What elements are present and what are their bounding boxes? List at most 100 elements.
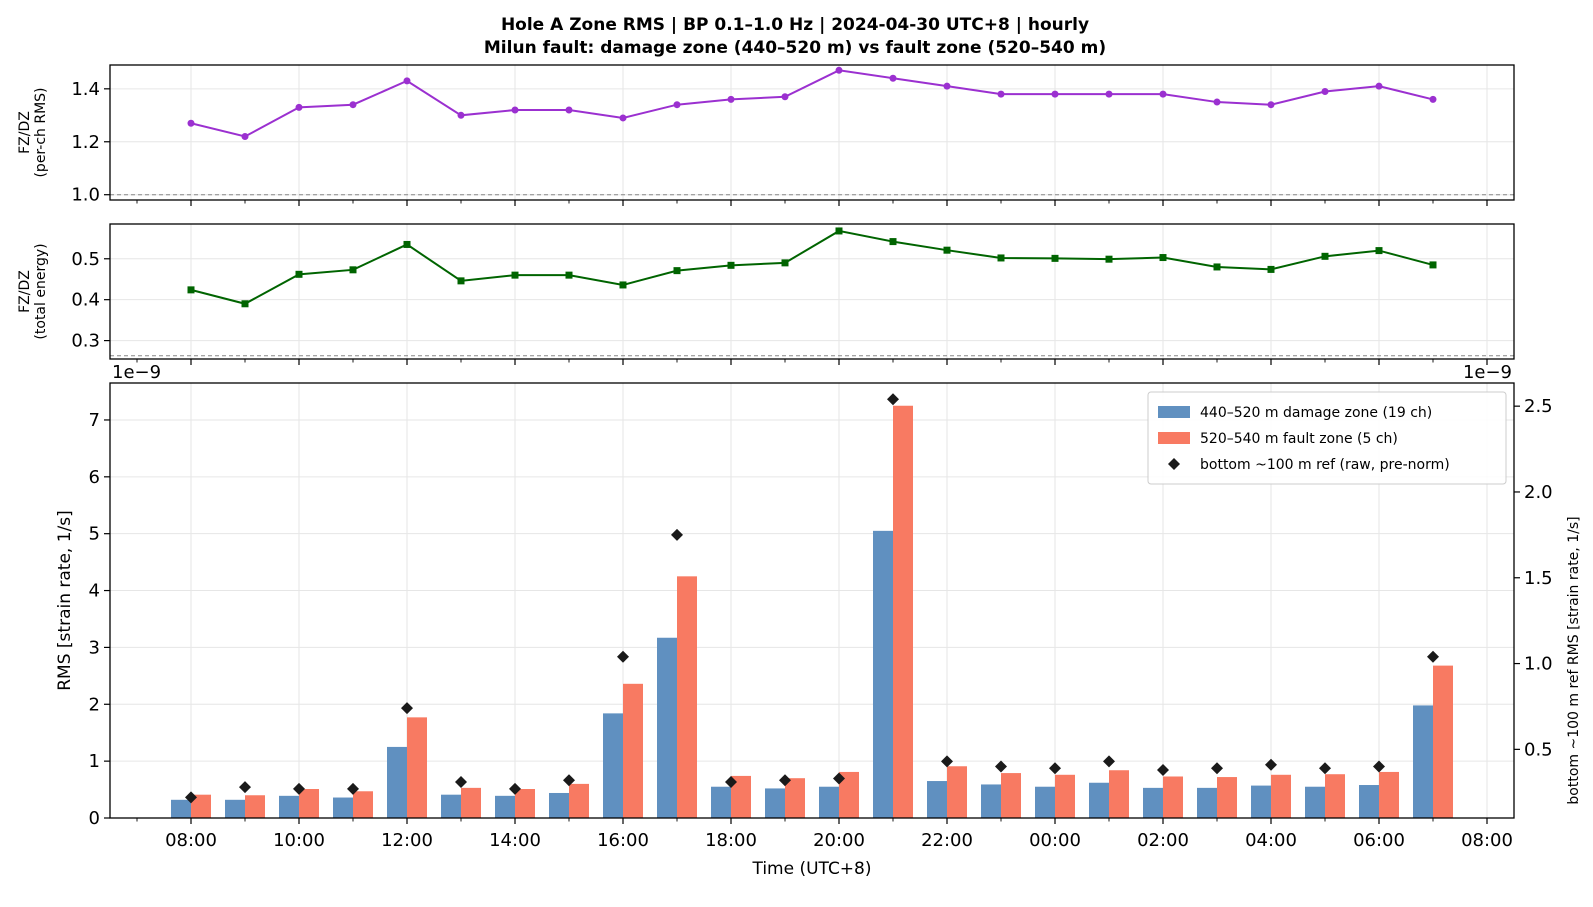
series-line xyxy=(190,69,1434,138)
ref-marker xyxy=(617,650,629,663)
y-tick-label: 2 xyxy=(89,694,100,715)
bar-damage-zone xyxy=(1251,785,1271,818)
bar-damage-zone xyxy=(549,792,569,818)
bar-damage-zone xyxy=(657,637,677,818)
bar-damage-zone xyxy=(1143,787,1163,818)
bar-damage-zone xyxy=(171,799,191,818)
x-tick-label: 02:00 xyxy=(1137,830,1189,851)
y-axis-label: RMS [strain rate, 1/s] xyxy=(55,510,75,691)
ref-marker xyxy=(1319,762,1331,775)
data-point xyxy=(997,254,1005,262)
zone-rms-bar-panel: 0 1 2 3 4 5 6 7 0.5 1.0 1.5 2.0 2.5 08:00 10:00 12:00 14… xyxy=(55,362,1582,879)
legend: 440–520 m damage zone (19 ch) 520–540 m f… xyxy=(1147,391,1507,485)
bar-fault-zone xyxy=(299,789,319,818)
series-line xyxy=(190,229,1434,305)
bar-fault-zone xyxy=(947,766,967,818)
plot-frame xyxy=(109,223,1515,360)
ratio-per-ch-rms-panel: 1.0 1.2 1.4 FZ/DZ(per-ch RMS) xyxy=(17,64,1515,206)
x-tick-label: 14:00 xyxy=(489,830,541,851)
data-point xyxy=(619,114,627,122)
data-point xyxy=(943,82,951,90)
legend-label: 440–520 m damage zone (19 ch) xyxy=(1200,405,1432,421)
ref-marker xyxy=(1373,760,1385,773)
data-point xyxy=(565,271,573,279)
bar-damage-zone xyxy=(333,797,353,818)
bar-damage-zone xyxy=(819,786,839,818)
bar-damage-zone xyxy=(765,788,785,818)
data-point xyxy=(619,281,627,289)
y-right-axis-label: bottom ~100 m ref RMS [strain rate, 1/s] xyxy=(1566,516,1582,804)
ref-marker xyxy=(185,791,197,804)
data-point xyxy=(727,261,735,269)
data-point xyxy=(565,106,573,114)
data-point xyxy=(349,101,357,109)
x-tick-label: 08:00 xyxy=(1461,830,1513,851)
bar-fault-zone xyxy=(245,795,265,818)
bar-fault-zone xyxy=(893,405,913,818)
bar-damage-zone xyxy=(441,794,461,818)
data-point xyxy=(457,111,465,119)
bar-fault-zone xyxy=(839,771,859,818)
data-point xyxy=(997,90,1005,98)
y-right-tick-label: 1.0 xyxy=(1524,654,1553,675)
bar-damage-zone xyxy=(1413,705,1433,818)
y-tick-label: 5 xyxy=(89,524,100,545)
y-right-tick-label: 1.5 xyxy=(1524,568,1553,589)
y-tick-label: 4 xyxy=(89,581,100,602)
bar-damage-zone xyxy=(711,786,731,818)
y-tick-label: 1.4 xyxy=(71,79,100,100)
bar-fault-zone xyxy=(1109,770,1129,818)
data-point xyxy=(673,267,681,275)
data-point xyxy=(1375,82,1383,90)
legend-label: 520–540 m fault zone (5 ch) xyxy=(1200,431,1398,447)
bar-fault-zone xyxy=(785,778,805,818)
data-point xyxy=(1051,254,1059,262)
bar-damage-zone xyxy=(495,795,515,818)
data-point xyxy=(1429,261,1437,269)
bar-damage-zone xyxy=(603,713,623,818)
data-point xyxy=(673,101,681,109)
data-point xyxy=(943,246,951,254)
bar-damage-zone xyxy=(927,781,947,818)
ref-marker xyxy=(995,760,1007,773)
x-tick-label: 12:00 xyxy=(381,830,433,851)
y-tick-label: 1.0 xyxy=(71,185,100,206)
bar-fault-zone xyxy=(1379,771,1399,818)
legend-box xyxy=(1147,391,1507,485)
y-tick-label: 0.3 xyxy=(71,331,100,352)
x-tick-label: 00:00 xyxy=(1029,830,1081,851)
x-tick-label: 10:00 xyxy=(273,830,325,851)
data-point xyxy=(1321,87,1329,95)
data-point xyxy=(1105,90,1113,98)
ref-marker xyxy=(509,782,521,795)
bar-damage-zone xyxy=(873,530,893,818)
data-point xyxy=(1159,254,1167,262)
bar-fault-zone xyxy=(1055,774,1075,818)
bar-fault-zone xyxy=(623,683,643,818)
data-point xyxy=(727,95,735,103)
data-point xyxy=(1267,101,1275,109)
bar-damage-zone xyxy=(1305,786,1325,818)
data-point xyxy=(1429,95,1437,103)
bar-damage-zone xyxy=(1035,786,1055,818)
data-point xyxy=(1375,247,1383,255)
data-point xyxy=(241,132,249,140)
y-tick-label: 1.2 xyxy=(71,132,100,153)
ref-marker xyxy=(671,528,683,541)
data-point xyxy=(403,77,411,85)
ref-marker xyxy=(1265,758,1277,771)
x-tick-label: 22:00 xyxy=(921,830,973,851)
bar-damage-zone xyxy=(981,784,1001,818)
data-point xyxy=(835,66,843,74)
y-tick-label: 0.5 xyxy=(71,249,100,270)
bar-damage-zone xyxy=(279,795,299,818)
ref-marker xyxy=(725,775,737,788)
bar-damage-zone xyxy=(387,746,407,818)
y-right-tick-label: 0.5 xyxy=(1524,739,1553,760)
ref-marker xyxy=(1427,650,1439,663)
x-tick-label: 04:00 xyxy=(1245,830,1297,851)
ref-marker xyxy=(1157,763,1169,776)
ref-marker xyxy=(833,772,845,785)
bar-damage-zone xyxy=(1359,785,1379,818)
data-point xyxy=(1213,98,1221,106)
